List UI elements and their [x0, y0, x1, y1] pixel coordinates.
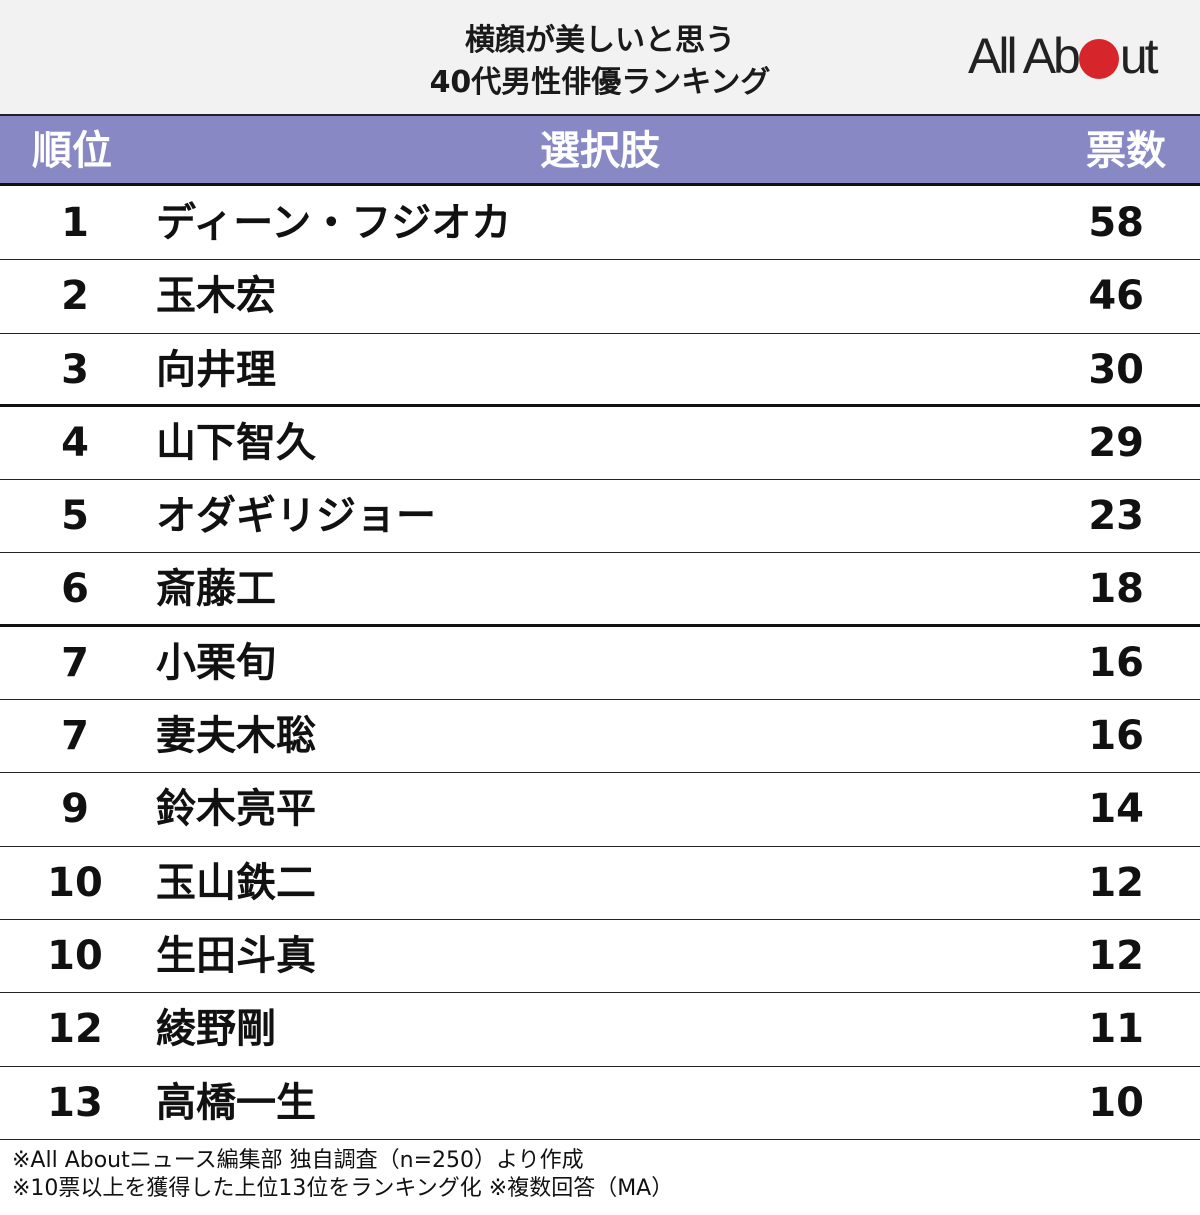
name-cell: 小栗旬 — [156, 639, 276, 686]
table-row: 7 小栗旬 16 — [0, 627, 1200, 701]
table-row: 5 オダギリジョー 23 — [0, 480, 1200, 554]
name-cell: ディーン・フジオカ — [156, 200, 512, 246]
table-row: 13 高橋一生 10 — [0, 1067, 1200, 1140]
rank-cell: 4 — [61, 419, 89, 466]
footnote-method: ※10票以上を獲得した上位13位をランキング化 ※複数回答（MA） — [12, 1176, 674, 1201]
rank-cell: 13 — [47, 1079, 103, 1126]
name-cell: 玉木宏 — [156, 273, 276, 320]
table-row: 1 ディーン・フジオカ 58 — [0, 187, 1200, 261]
name-cell: 鈴木亮平 — [156, 786, 316, 833]
name-cell: 綾野剛 — [156, 1006, 276, 1053]
name-cell: 高橋一生 — [156, 1079, 316, 1126]
title-line-2: 40代男性俳優ランキング — [429, 65, 771, 100]
votes-cell: 12 — [1088, 932, 1144, 979]
table-row: 10 玉山鉄二 12 — [0, 847, 1200, 920]
name-cell: 玉山鉄二 — [156, 859, 316, 906]
name-cell: 向井理 — [156, 346, 276, 393]
rank-cell: 2 — [61, 273, 89, 320]
table-row: 12 綾野剛 11 — [0, 993, 1200, 1067]
header-rank: 順位 — [32, 128, 112, 174]
table-row: 10 生田斗真 12 — [0, 920, 1200, 994]
rank-cell: 5 — [61, 493, 89, 540]
votes-cell: 10 — [1088, 1079, 1144, 1126]
rank-cell: 10 — [47, 859, 103, 906]
footnote-source: ※All Aboutニュース編集部 独自調査（n=250）より作成 — [12, 1148, 584, 1173]
table-header: 順位 選択肢 票数 — [0, 114, 1200, 186]
name-cell: オダギリジョー — [156, 493, 436, 540]
table-row: 2 玉木宏 46 — [0, 260, 1200, 334]
rank-cell: 7 — [61, 713, 89, 760]
name-cell: 斎藤工 — [156, 566, 276, 613]
logo-red-dot-icon — [1078, 39, 1119, 79]
footnotes: ※All Aboutニュース編集部 独自調査（n=250）より作成 ※10票以上… — [12, 1147, 673, 1203]
rank-cell: 10 — [47, 932, 103, 979]
votes-cell: 16 — [1088, 639, 1144, 686]
votes-cell: 18 — [1088, 566, 1144, 613]
chart-title: 横顔が美しいと思う 40代男性俳優ランキング — [0, 20, 1200, 104]
logo-text-start: All Ab — [968, 28, 1081, 84]
allabout-logo: All Ab ut — [968, 28, 1159, 84]
votes-cell: 16 — [1088, 713, 1144, 760]
rank-cell: 7 — [61, 639, 89, 686]
table-row: 4 山下智久 29 — [0, 407, 1200, 481]
logo-text-end: ut — [1119, 28, 1159, 84]
votes-cell: 14 — [1088, 786, 1144, 833]
name-cell: 妻夫木聡 — [156, 713, 316, 760]
header-choice: 選択肢 — [540, 128, 660, 174]
table-row: 6 斎藤工 18 — [0, 553, 1200, 627]
table-row: 9 鈴木亮平 14 — [0, 773, 1200, 847]
rank-cell: 1 — [61, 200, 89, 246]
votes-cell: 58 — [1088, 200, 1144, 246]
name-cell: 山下智久 — [156, 419, 316, 466]
rank-cell: 6 — [61, 566, 89, 613]
title-line-1: 横顔が美しいと思う — [465, 23, 735, 58]
title-band: 横顔が美しいと思う 40代男性俳優ランキング All Ab ut — [0, 0, 1200, 114]
table-row: 7 妻夫木聡 16 — [0, 700, 1200, 774]
name-cell: 生田斗真 — [156, 932, 316, 979]
votes-cell: 11 — [1088, 1006, 1144, 1053]
votes-cell: 29 — [1088, 419, 1144, 466]
votes-cell: 12 — [1088, 859, 1144, 906]
votes-cell: 23 — [1088, 493, 1144, 540]
header-votes: 票数 — [1086, 128, 1166, 174]
votes-cell: 46 — [1088, 273, 1144, 320]
table-row: 3 向井理 30 — [0, 334, 1200, 407]
rank-cell: 9 — [61, 786, 89, 833]
ranking-table: 1 ディーン・フジオカ 58 2 玉木宏 46 3 向井理 30 4 山下智久 29 5 オダギリ… — [0, 187, 1200, 1140]
rank-cell: 12 — [47, 1006, 103, 1053]
votes-cell: 30 — [1088, 346, 1144, 393]
rank-cell: 3 — [61, 346, 89, 393]
